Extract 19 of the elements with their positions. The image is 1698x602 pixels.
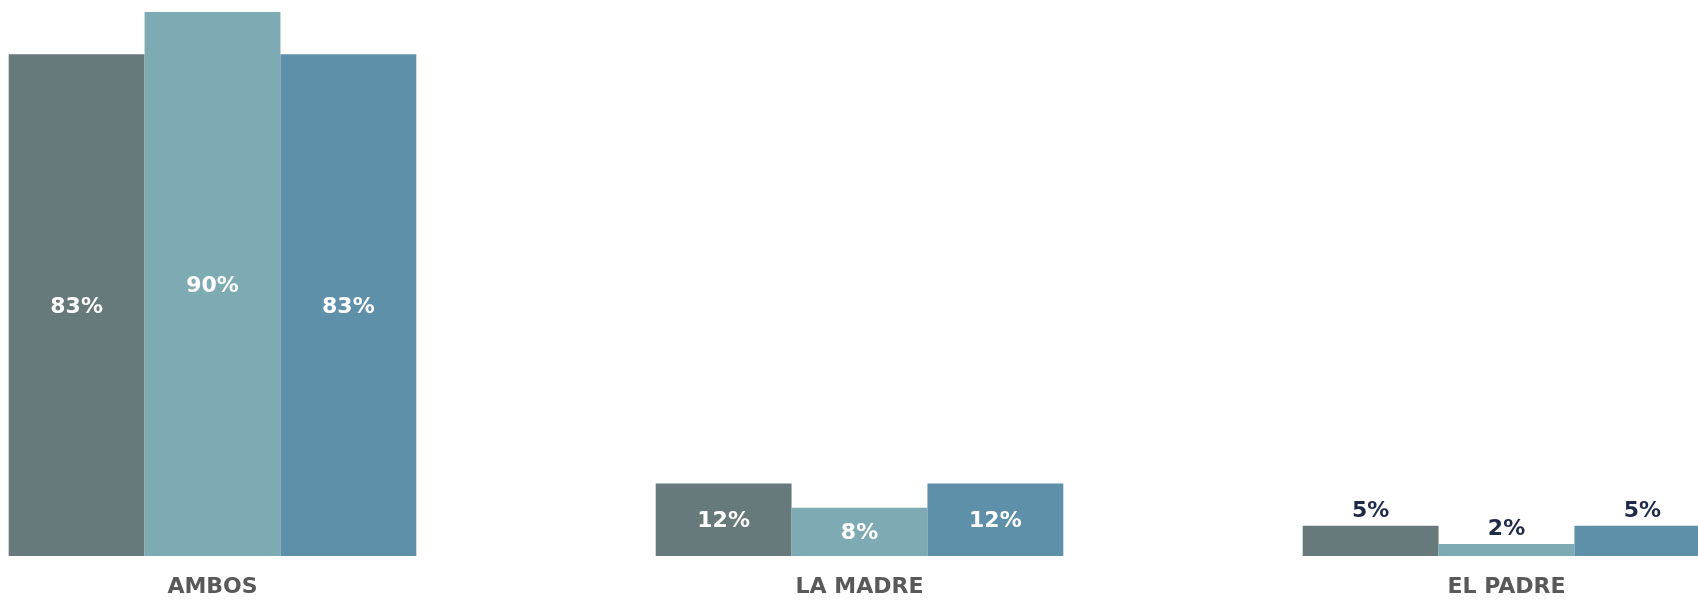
data-label: 83% (322, 292, 375, 318)
bar (8, 54, 145, 556)
x-tick-label: EL PADRE (1447, 572, 1566, 598)
bar (1302, 525, 1439, 556)
data-label: 12% (969, 507, 1022, 533)
x-tick-label: AMBOS (167, 572, 258, 598)
data-label: 8% (840, 519, 879, 545)
data-label: 5% (1351, 497, 1390, 523)
data-label: 12% (697, 507, 750, 533)
data-label: 5% (1623, 497, 1662, 523)
bar (655, 483, 792, 556)
x-tick-label: LA MADRE (795, 572, 924, 598)
data-label: 90% (186, 271, 239, 297)
data-label: 2% (1487, 515, 1526, 541)
data-label: 83% (50, 292, 103, 318)
bar (927, 483, 1064, 556)
bar (791, 507, 928, 556)
bar (280, 54, 417, 556)
bar (144, 12, 281, 556)
